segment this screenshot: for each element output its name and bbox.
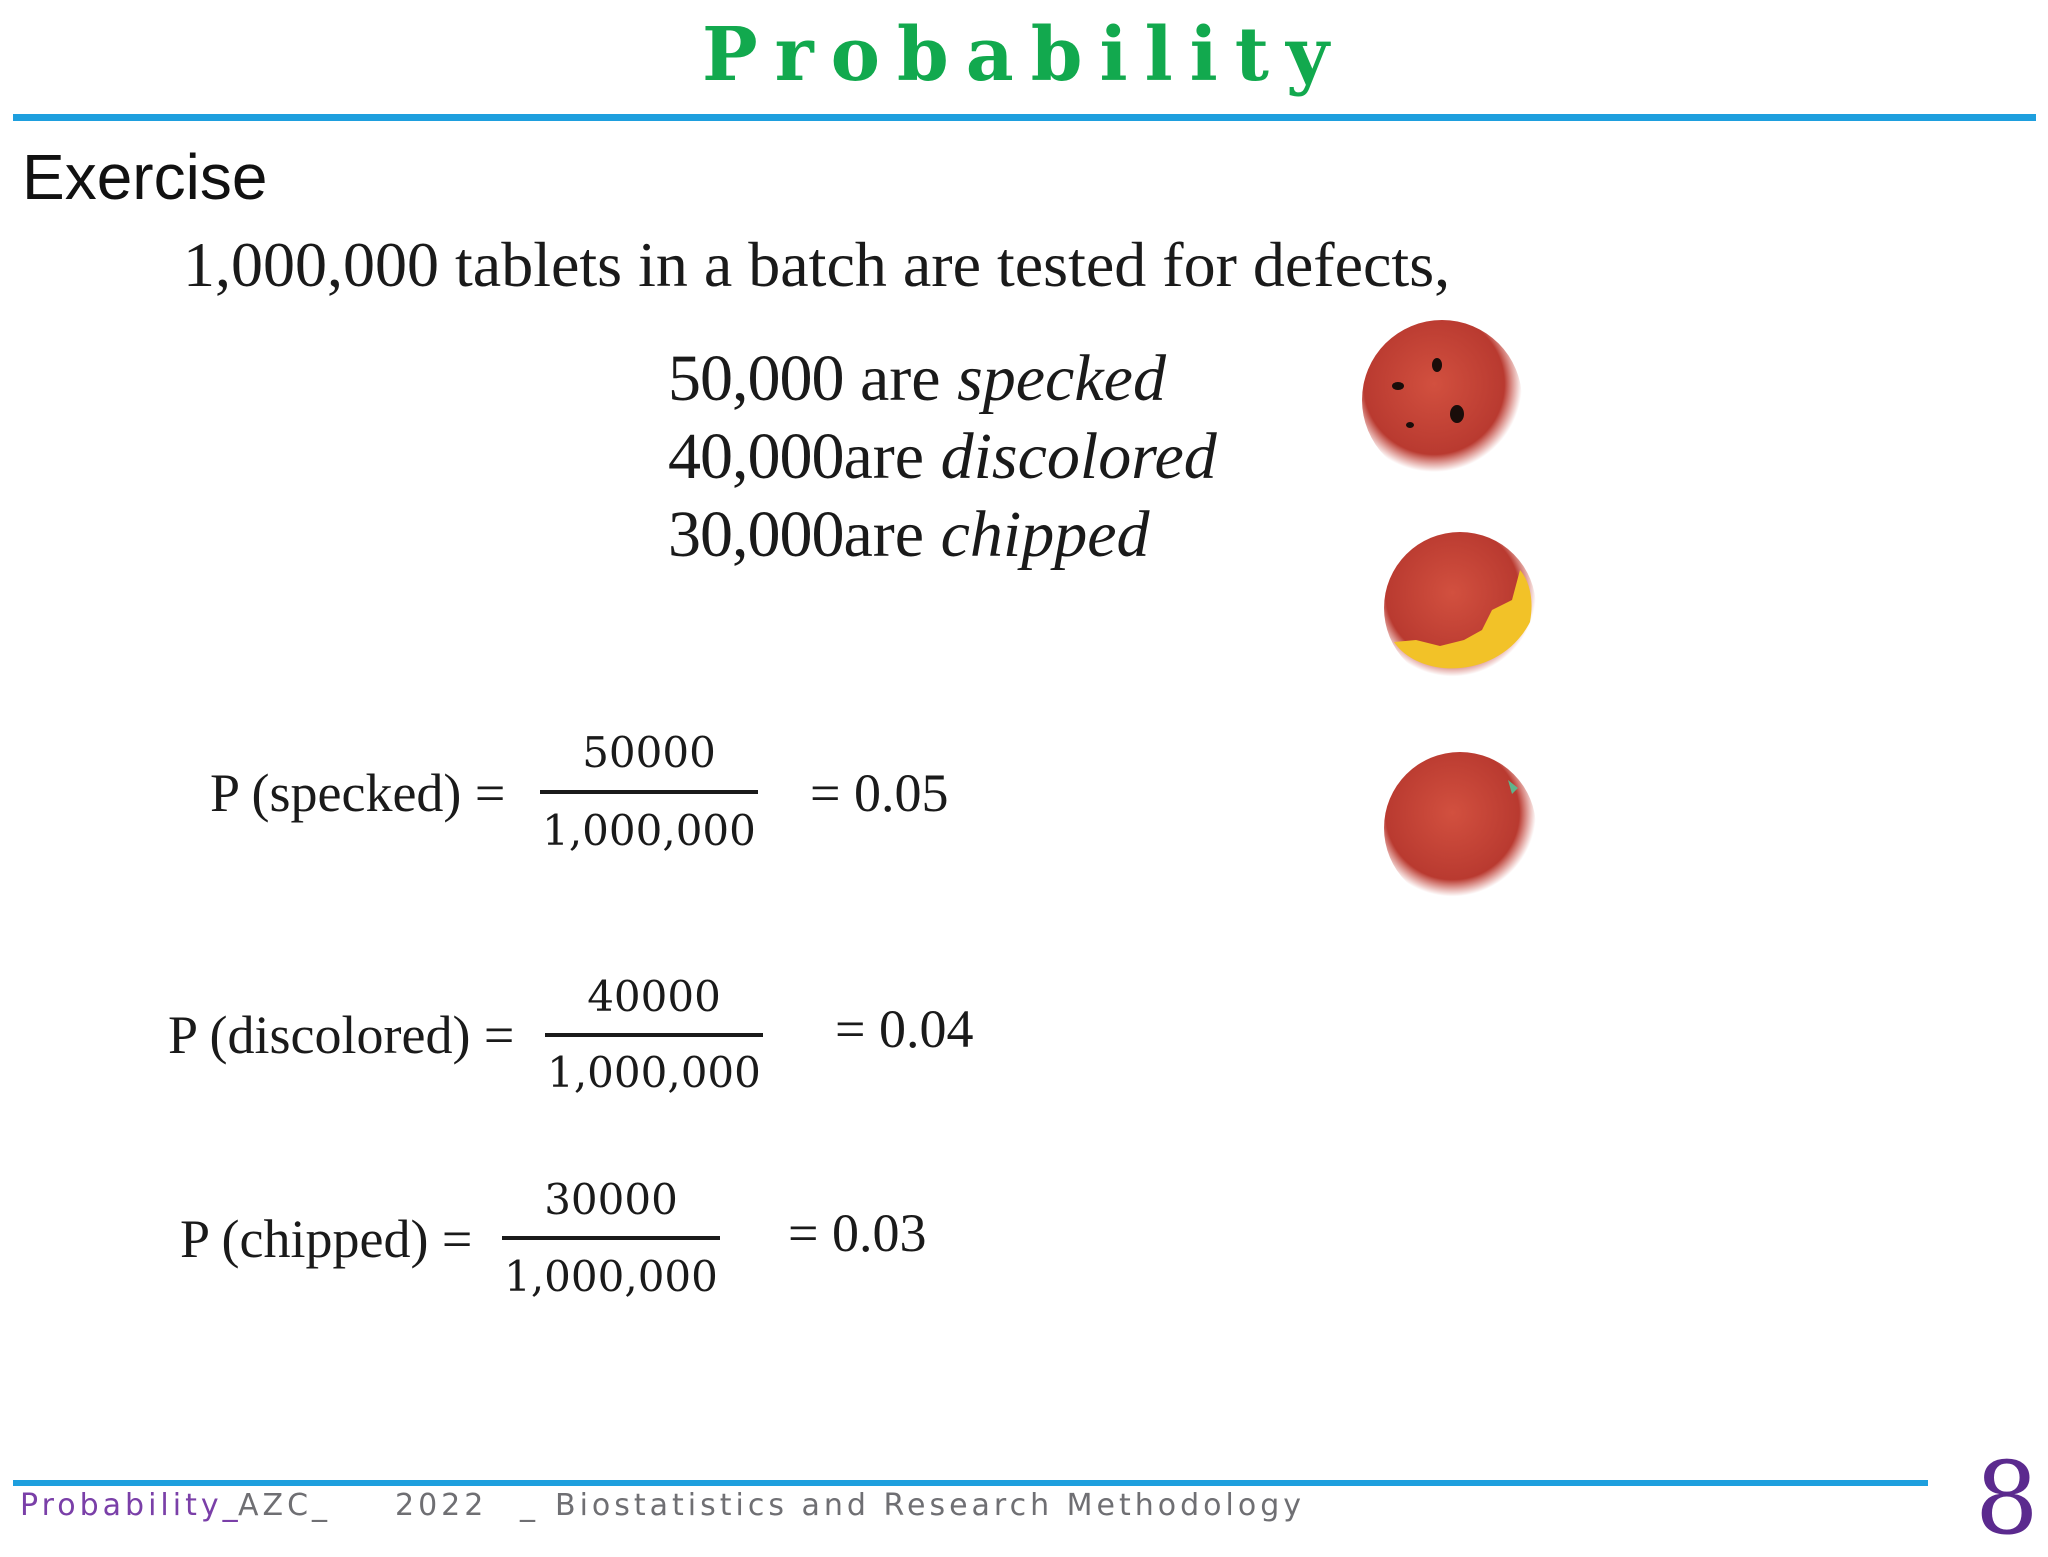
prob-discolored-numerator: 40000 <box>587 972 721 1021</box>
footer-divider <box>13 1480 1928 1486</box>
slide-title: Probability <box>702 12 1346 98</box>
count-line-chipped: 30,000are chipped <box>668 498 1150 571</box>
fraction-bar <box>540 790 758 794</box>
prob-specked-numerator: 50000 <box>582 728 716 777</box>
problem-statement: 1,000,000 tablets in a batch are tested … <box>183 229 1451 300</box>
prob-discolored-label: P (discolored) = <box>168 1005 515 1065</box>
fraction-bar <box>502 1236 720 1240</box>
specked-tablet-icon <box>1362 320 1522 480</box>
prob-chipped-label: P (chipped) = <box>180 1209 473 1269</box>
prob-specked-result: = 0.05 <box>810 763 949 823</box>
footer-year: 2022 <box>395 1488 488 1523</box>
count-line-specked: 50,000 are specked <box>668 342 1166 415</box>
footer-subject: Biostatistics and Research Methodology <box>555 1488 1306 1523</box>
footer-author: AZC_ <box>238 1488 332 1523</box>
count-line-discolored: 40,000are discolored <box>668 420 1217 493</box>
footer-separator: _ <box>520 1488 539 1523</box>
prob-chipped-denominator: 1,000,000 <box>504 1252 718 1301</box>
prob-specked-denominator: 1,000,000 <box>542 806 756 855</box>
fraction-bar <box>545 1033 763 1037</box>
prob-chipped-numerator: 30000 <box>544 1175 678 1224</box>
footer-course: Probability_ <box>20 1488 242 1523</box>
exercise-heading: Exercise <box>22 141 268 213</box>
prob-discolored-result: = 0.04 <box>835 999 974 1059</box>
chipped-tablet-icon <box>1384 532 1536 684</box>
prob-chipped-result: = 0.03 <box>788 1203 927 1263</box>
prob-discolored-denominator: 1,000,000 <box>547 1048 761 1097</box>
plain-tablet-icon <box>1384 752 1536 904</box>
page-number: 8 <box>1975 1440 2039 1557</box>
title-divider <box>13 114 2036 121</box>
prob-specked-label: P (specked) = <box>210 763 506 823</box>
defect-counts: 50,000 are specked 40,000are discolored … <box>668 340 1217 574</box>
